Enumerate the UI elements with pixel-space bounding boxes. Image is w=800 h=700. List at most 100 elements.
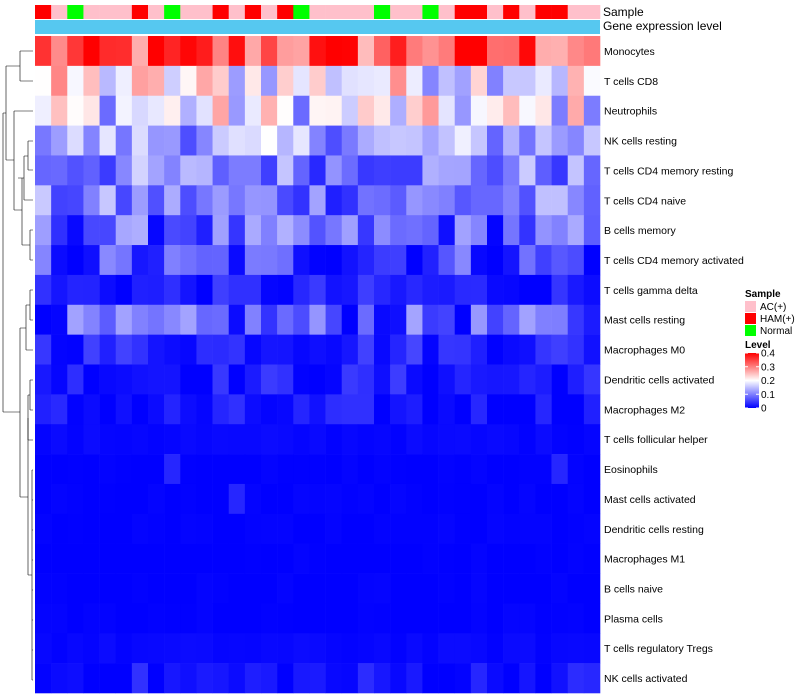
- heatmap-cell: [228, 573, 246, 604]
- heatmap-cell: [454, 633, 472, 664]
- heatmap-cell: [406, 454, 423, 485]
- heatmap-cell: [196, 454, 213, 485]
- sample-annotation-cell: [406, 5, 423, 19]
- sample-annotation-cell: [51, 5, 68, 19]
- heatmap-cell: [583, 245, 601, 276]
- heatmap-cell: [148, 663, 165, 694]
- heatmap-cell: [454, 394, 472, 425]
- heatmap-cell: [503, 573, 520, 604]
- heatmap-cell: [244, 125, 262, 156]
- heatmap-cell: [131, 603, 149, 634]
- heatmap-cell: [567, 245, 585, 276]
- heatmap-cell: [551, 663, 569, 694]
- heatmap-cell: [83, 663, 100, 694]
- heatmap-cell: [519, 633, 536, 664]
- heatmap-cell: [374, 633, 391, 664]
- heatmap-cell: [196, 394, 213, 425]
- sample-legend-title: Sample: [745, 289, 781, 300]
- heatmap-cell: [406, 304, 423, 335]
- heatmap-cell: [180, 454, 197, 485]
- heatmap-cell: [67, 65, 84, 97]
- heatmap-cell: [470, 424, 488, 455]
- heatmap-cell: [115, 424, 133, 455]
- heatmap-cell: [115, 603, 133, 634]
- heatmap-cell: [454, 95, 472, 126]
- heatmap-cell: [244, 663, 262, 694]
- heatmap-cell: [244, 513, 262, 544]
- heatmap-cell: [519, 155, 536, 186]
- heatmap-cell: [567, 215, 585, 246]
- heatmap-cell: [583, 304, 601, 335]
- heatmap-cell: [35, 245, 52, 276]
- heatmap-cell: [261, 483, 278, 515]
- heatmap-cell: [277, 245, 294, 276]
- heatmap-cell: [374, 215, 391, 246]
- heatmap-cell: [567, 65, 585, 97]
- heatmap-cell: [131, 125, 149, 156]
- heatmap-cell: [503, 185, 520, 216]
- heatmap-cell: [390, 454, 407, 485]
- heatmap-cell: [309, 155, 326, 186]
- heatmap-cell: [567, 424, 585, 455]
- heatmap-cell: [164, 95, 181, 126]
- heatmap-cell: [83, 36, 100, 67]
- heatmap-cell: [422, 483, 439, 515]
- heatmap-cell: [164, 603, 181, 634]
- heatmap-cell: [357, 36, 375, 67]
- heatmap-cell: [228, 304, 246, 335]
- heatmap-cell: [99, 334, 117, 365]
- sample-annotation-cell: [422, 5, 439, 19]
- sample-annotation-cell: [196, 5, 213, 19]
- heatmap-cell: [454, 543, 472, 574]
- heatmap-cell: [196, 543, 213, 574]
- heatmap-cell: [470, 185, 488, 216]
- heatmap-cell: [35, 36, 52, 67]
- heatmap-cell: [115, 633, 133, 664]
- heatmap-cell: [341, 483, 359, 515]
- heatmap-cell: [519, 36, 536, 67]
- heatmap-cell: [390, 215, 407, 246]
- heatmap-cell: [131, 543, 149, 574]
- heatmap-cell: [341, 125, 359, 156]
- heatmap-cell: [422, 513, 439, 544]
- heatmap-cell: [438, 274, 456, 306]
- heatmap-cell: [115, 454, 133, 485]
- heatmap-cell: [438, 215, 456, 246]
- heatmap-cell: [535, 185, 552, 216]
- heatmap-cell: [438, 394, 456, 425]
- heatmap-cell: [99, 663, 117, 694]
- heatmap-cell: [131, 394, 149, 425]
- heatmap-cell: [51, 215, 68, 246]
- heatmap-cell: [487, 424, 504, 455]
- heatmap-cell: [309, 65, 326, 97]
- heatmap-cell: [406, 603, 423, 634]
- heatmap-cell: [519, 245, 536, 276]
- heatmap-cell: [567, 663, 585, 694]
- heatmap-cell: [503, 663, 520, 694]
- heatmap-cell: [67, 513, 84, 544]
- heatmap-cell: [309, 185, 326, 216]
- heatmap-cell: [309, 245, 326, 276]
- heatmap-cell: [99, 36, 117, 67]
- heatmap-cell: [293, 573, 310, 604]
- heatmap-cell: [164, 543, 181, 574]
- heatmap-cell: [519, 65, 536, 97]
- heatmap-cell: [567, 573, 585, 604]
- row-label: T cells CD4 memory activated: [604, 255, 744, 267]
- heatmap-cell: [164, 155, 181, 186]
- heatmap-cell: [357, 543, 375, 574]
- heatmap-cell: [99, 633, 117, 664]
- heatmap-cell: [535, 95, 552, 126]
- row-label: Monocytes: [604, 46, 655, 58]
- heatmap-cell: [180, 185, 197, 216]
- heatmap-cell: [228, 633, 246, 664]
- sample-annotation-cell: [228, 5, 246, 19]
- heatmap-cell: [390, 334, 407, 365]
- heatmap-cell: [374, 334, 391, 365]
- heatmap-cell: [83, 65, 100, 97]
- heatmap-cell: [148, 65, 165, 97]
- heatmap-cell: [180, 573, 197, 604]
- sample-annotation-cell: [503, 5, 520, 19]
- heatmap-cell: [67, 633, 84, 664]
- heatmap-cell: [551, 95, 569, 126]
